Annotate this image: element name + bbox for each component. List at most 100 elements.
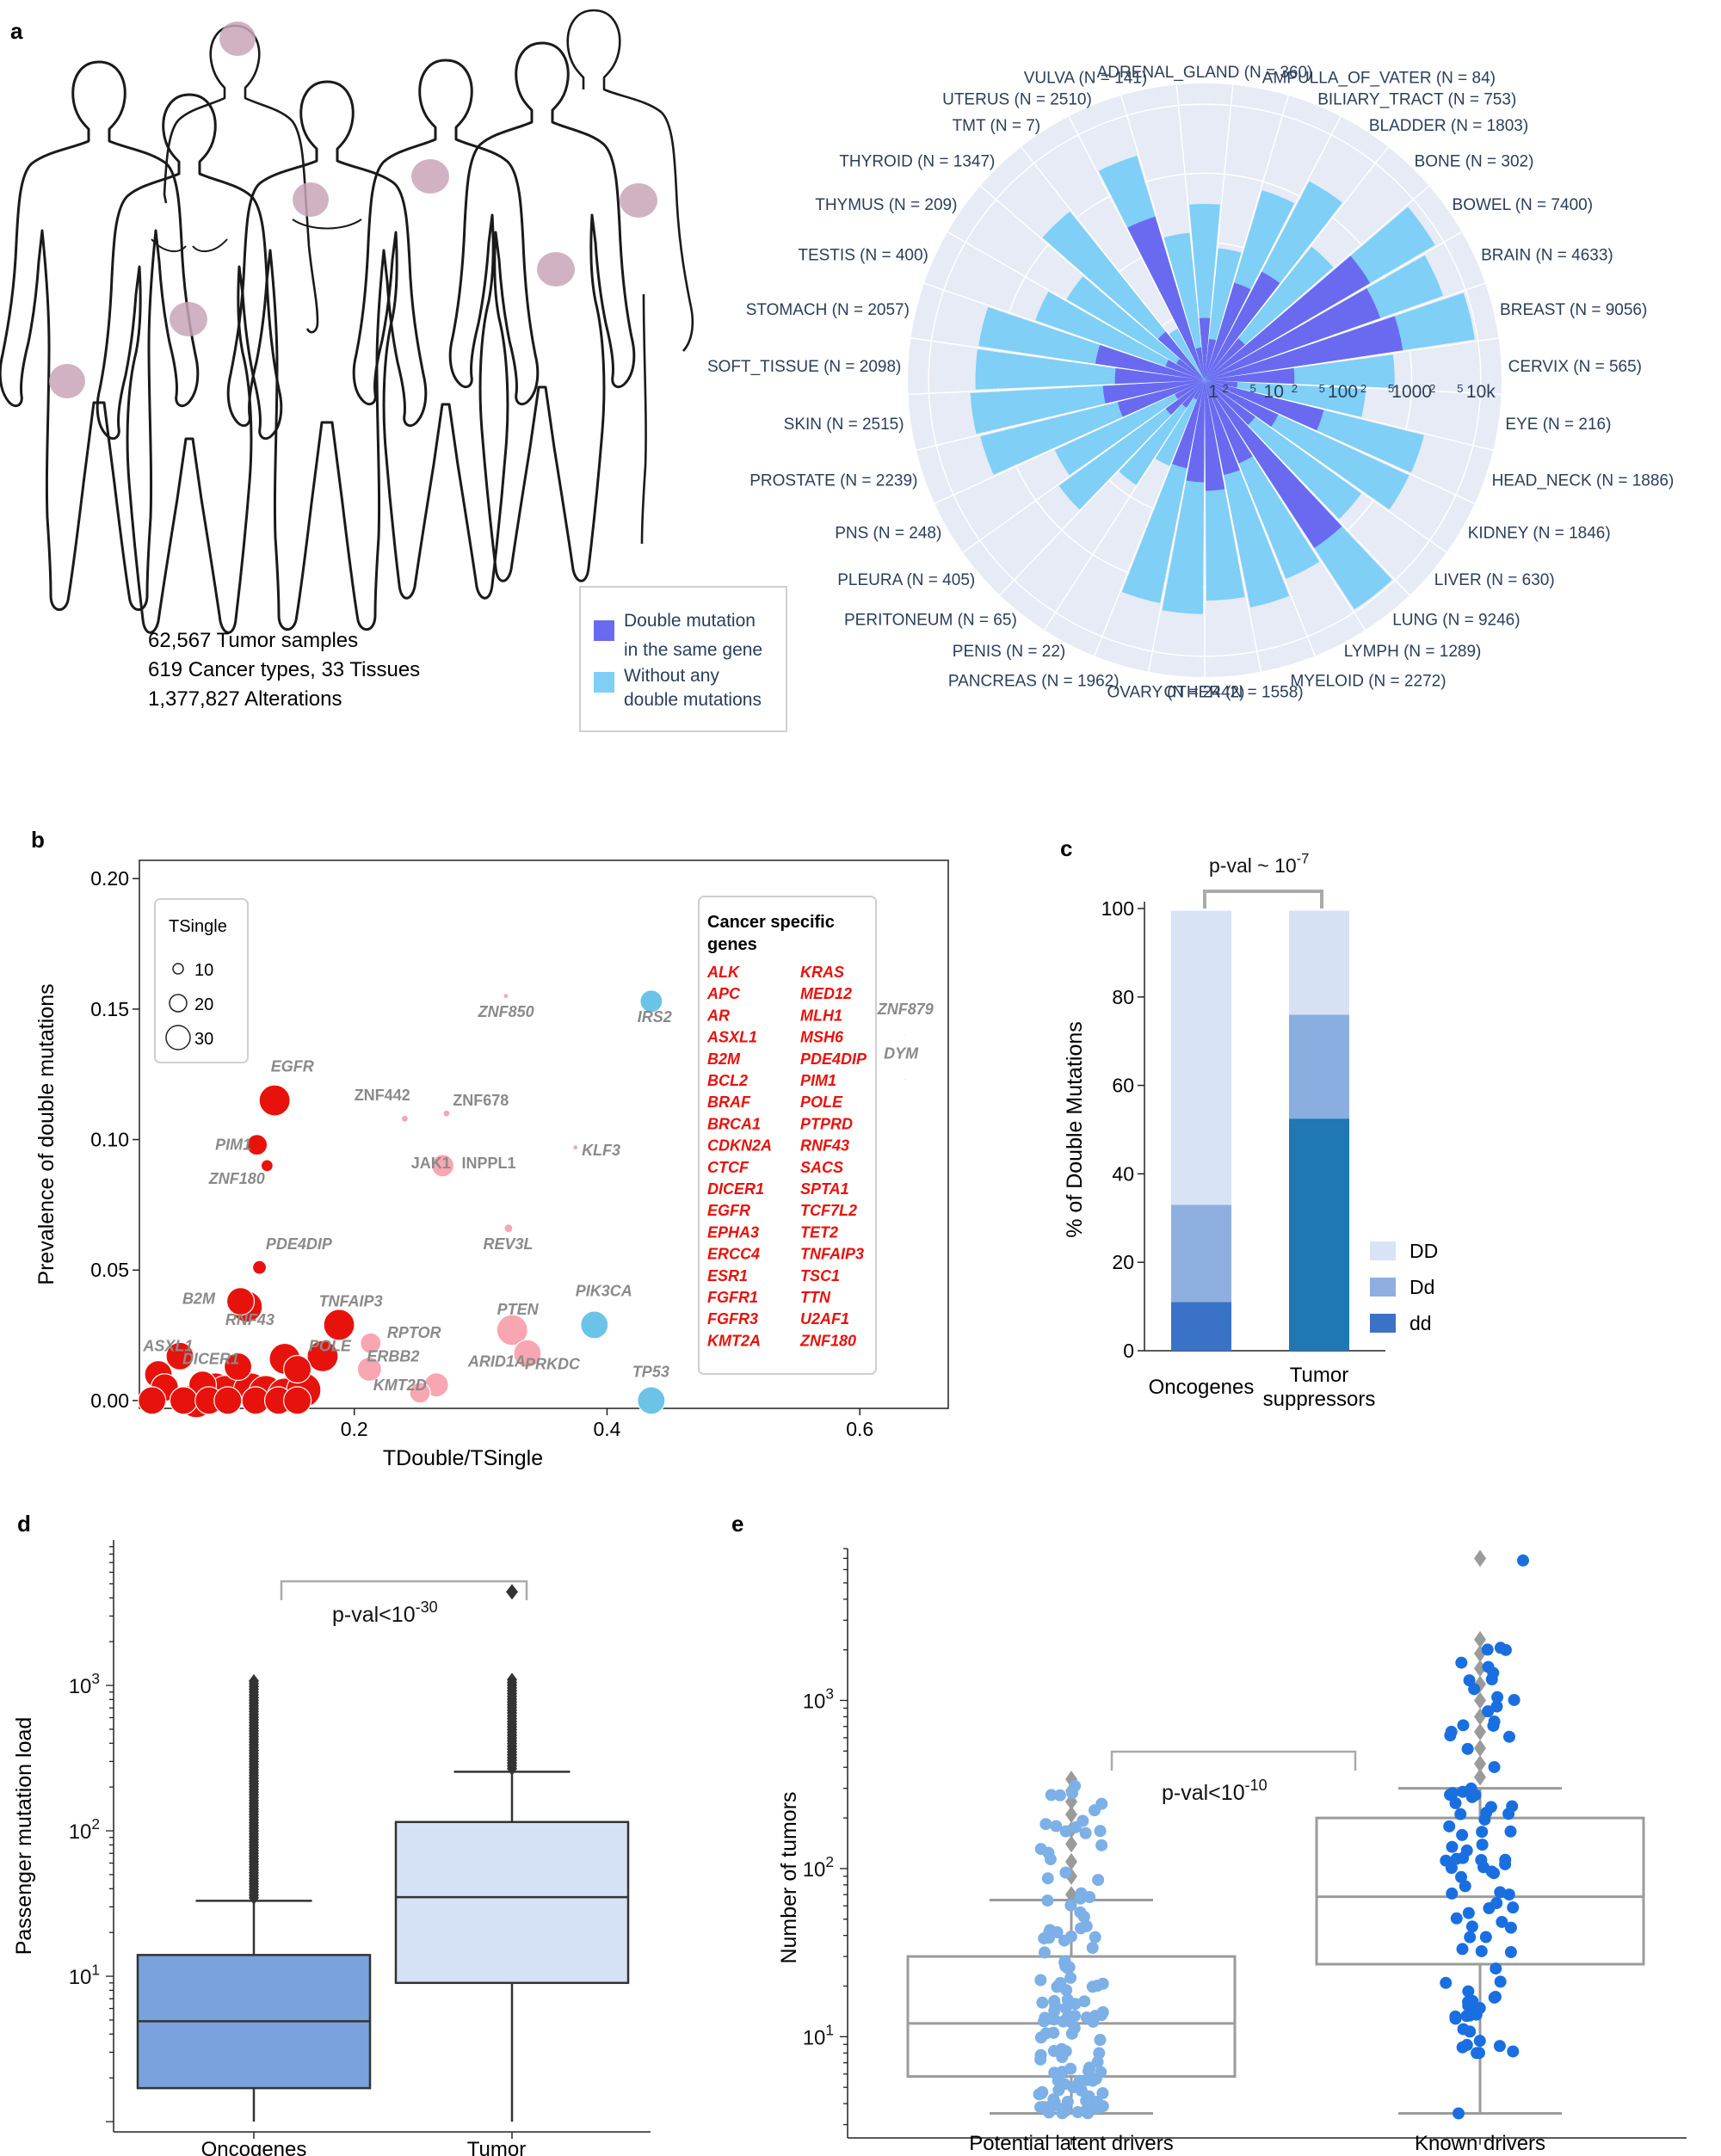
polar-category-label: STOMACH (N = 2057) [746, 301, 910, 319]
boxe-strip-point [1456, 1943, 1469, 1956]
polar-spoke [999, 379, 1206, 596]
scatter-point [282, 1386, 312, 1415]
boxe-strip-point [1080, 1919, 1093, 1932]
panel-label-e: e [731, 1511, 743, 1537]
polar-bar-double [1205, 380, 1238, 388]
stacked-category-label: Oncogenes [1149, 1376, 1255, 1399]
polar-category-label: SOFT_TISSUE (N = 2098) [707, 358, 901, 376]
stacked-pval-exp: -7 [1297, 851, 1310, 867]
polar-category-label: PLEURA (N = 405) [837, 571, 975, 589]
boxe-strip-point [1034, 1843, 1047, 1856]
scatter-xtick-label: 0.4 [593, 1418, 620, 1440]
scatter-gene-label: JAK1 [411, 1155, 451, 1172]
boxd-ytick-label: 102 [69, 1815, 100, 1844]
boxe-strip-point [1502, 1808, 1515, 1820]
polar-spoke [1204, 379, 1262, 672]
specific-gene: ESR1 [707, 1267, 748, 1284]
specific-gene: MLH1 [800, 1007, 842, 1024]
polar-category-label: PNS (N = 248) [835, 525, 941, 543]
silhouette-5 [352, 59, 540, 600]
specific-gene: CTCF [707, 1159, 749, 1176]
boxe-strip-point [1487, 1719, 1500, 1732]
boxe-strip-point [1059, 1825, 1072, 1838]
boxe-outlier [1474, 1739, 1486, 1757]
stacked-ytick-label: 0 [1123, 1340, 1134, 1362]
boxe-pval: p-val<10-10 [1162, 1777, 1268, 1805]
boxe-strip-point [1080, 2011, 1093, 2024]
scatter-point [572, 1144, 579, 1151]
boxe-strip-point [1096, 1977, 1109, 1990]
boxd-ytick-label-base: 10 [69, 1820, 92, 1844]
boxe-strip-point [1507, 2045, 1520, 2058]
polar-category-label: KIDNEY (N = 1846) [1468, 525, 1611, 543]
boxe-strip-point [1033, 2088, 1046, 2101]
polar-radial-tick: 100 [1328, 382, 1358, 402]
boxe-strip-point [1483, 1902, 1496, 1915]
boxd-pval-exp: -30 [416, 1599, 438, 1616]
boxd-ytick-label-exp: 3 [91, 1670, 100, 1687]
specific-gene: KRAS [800, 964, 844, 981]
scatter-point [356, 1356, 382, 1383]
boxe-strip-point [1094, 2034, 1107, 2047]
polar-radial-tick: 10 [1264, 382, 1284, 402]
boxe-strip-point [1507, 1901, 1520, 1914]
polar-bar-double [1205, 367, 1295, 385]
boxe-strip-point [1038, 1946, 1051, 1959]
stacked-ytick-label: 20 [1112, 1251, 1134, 1273]
polar-bar-double [1205, 380, 1253, 464]
stacked-pval: p-val ~ 10-7 [1209, 851, 1309, 877]
boxe-strip-point [1058, 2105, 1070, 2118]
boxe-strip-point [1494, 1975, 1507, 1988]
specific-genes-title: genes [707, 935, 757, 954]
polar-spoke [1204, 185, 1430, 381]
boxe-outlier [1065, 1805, 1077, 1823]
boxe-ytick-label-base: 10 [803, 1858, 826, 1882]
scatter-gene-label: ARID1A [467, 1352, 526, 1370]
legend-label-without-1: Without any [624, 666, 719, 686]
polar-bar-total [1035, 292, 1205, 380]
boxe-strip-point [1456, 1828, 1469, 1841]
panel-label-d: d [17, 1511, 31, 1537]
stat-samples: 62,567 Tumor samples [148, 629, 358, 652]
scatter-point [165, 1341, 194, 1371]
boxd-pval-bracket [280, 1580, 528, 1600]
scatter-gene-label: ZNF180 [208, 1170, 265, 1187]
boxe-strip-point [1446, 1887, 1459, 1900]
boxe-strip-point [1036, 1996, 1049, 2009]
polar-spoke [1204, 379, 1447, 553]
boxe-strip-point [1517, 1554, 1529, 1567]
polar-bar-total [1054, 380, 1205, 476]
boxe-strip-point [1081, 2103, 1094, 2116]
stacked-ytick-label: 100 [1101, 897, 1134, 920]
boxe-ytick-label: 103 [803, 1685, 834, 1714]
boxe-strip-point [1074, 1892, 1087, 1905]
boxe-strip-point [1034, 2048, 1047, 2061]
polar-spoke [923, 282, 1206, 381]
size-legend-frame [154, 898, 249, 1063]
boxd-category-label: Tumor [467, 2138, 526, 2156]
polar-spoke [1204, 231, 1463, 381]
scatter-point [223, 1352, 253, 1382]
polar-category-label: LYMPH (N = 1289) [1344, 643, 1482, 661]
scatter-ytick-label: 0.00 [90, 1389, 129, 1412]
scatter-gene-label: ZNF850 [478, 1003, 534, 1020]
boxe-strip-point [1440, 1976, 1453, 1989]
specific-gene: CDKN2A [707, 1137, 772, 1155]
boxe-strip-point [1499, 1853, 1512, 1866]
scatter-gene-label: EGFR [271, 1058, 314, 1075]
stacked-legend-label: Dd [1409, 1276, 1434, 1298]
polar-bar-double [1205, 338, 1245, 380]
polar-bar-double [1157, 331, 1205, 380]
boxe-strip-point [1494, 1886, 1507, 1899]
polar-spoke [1043, 379, 1206, 631]
scatter-gene-label: DICER1 [182, 1350, 239, 1367]
boxe-strip-point [1453, 2107, 1465, 2120]
polar-spoke [1204, 282, 1486, 381]
polar-radial-tick: 2 [1223, 382, 1229, 395]
boxe-strip-point [1481, 1643, 1494, 1656]
specific-gene: EPHA3 [707, 1223, 759, 1241]
specific-gene: SPTA1 [800, 1180, 849, 1198]
scatter-gene-label: RPTOR [387, 1324, 441, 1341]
scatter-point [213, 1386, 243, 1415]
polar-radial-tick: 1 [1208, 382, 1218, 402]
